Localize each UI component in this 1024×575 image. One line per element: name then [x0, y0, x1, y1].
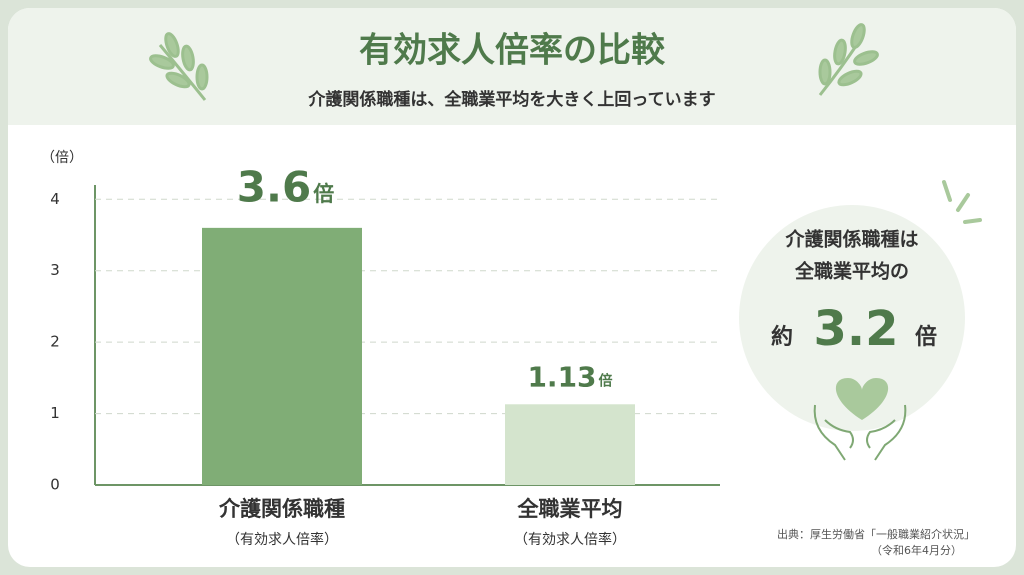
callout-prefix: 約: [771, 324, 793, 350]
bar: [505, 404, 635, 485]
value-unit: 倍: [313, 182, 334, 206]
heart-icon: [835, 378, 889, 420]
value-unit: 倍: [599, 373, 613, 390]
callout-circle: [739, 205, 965, 431]
callout-unit: 倍: [915, 324, 937, 350]
leaf-left: [149, 32, 209, 101]
value-label: 3.6: [237, 162, 311, 211]
y-tick-label: 4: [50, 190, 60, 208]
value-label: 1.13: [527, 360, 596, 393]
sparkle: [942, 180, 982, 224]
leaf-right: [818, 23, 879, 96]
source-period: （令和6年4月分）: [871, 543, 962, 557]
y-tick-label: 2: [50, 333, 60, 351]
source: 出典：厚生労働省「一般職業紹介状況」: [777, 527, 975, 541]
x-tick-note: （有効求人倍率）: [514, 531, 626, 548]
chart-title: 有効求人倍率の比較: [359, 31, 666, 71]
y-tick-label: 0: [50, 476, 60, 494]
y-tick-label: 3: [50, 261, 60, 279]
x-tick-note: （有効求人倍率）: [226, 531, 338, 548]
x-tick-label: 介護関係職種: [218, 497, 345, 521]
x-tick-label: 全職業平均: [517, 497, 623, 521]
y-tick-label: 1: [50, 404, 60, 422]
subtitle: 介護関係職種は、全職業平均を大きく上回っています: [307, 89, 715, 110]
callout-line: 介護関係職種は: [784, 228, 918, 251]
hands-icon: [813, 404, 907, 461]
y-axis-label: （倍）: [41, 150, 83, 166]
callout-line: 全職業平均の: [794, 260, 909, 283]
bar: [202, 227, 362, 485]
header-band: [8, 8, 1016, 125]
callout-ratio: 3.2: [813, 301, 898, 357]
